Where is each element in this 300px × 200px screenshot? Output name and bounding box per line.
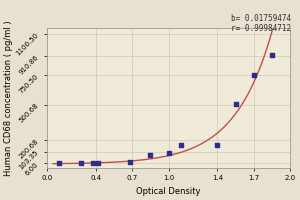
Point bbox=[215, 144, 220, 147]
Point bbox=[166, 152, 171, 155]
Point bbox=[251, 73, 256, 76]
Point bbox=[178, 144, 183, 147]
X-axis label: Optical Density: Optical Density bbox=[136, 187, 201, 196]
Point bbox=[96, 161, 100, 165]
Point bbox=[148, 154, 153, 157]
Point bbox=[57, 162, 62, 165]
Point bbox=[127, 161, 132, 164]
Point bbox=[79, 162, 83, 165]
Point bbox=[91, 162, 96, 165]
Point bbox=[233, 102, 238, 105]
Y-axis label: Human CD68 concentration ( pg/ml ): Human CD68 concentration ( pg/ml ) bbox=[4, 20, 13, 176]
Text: b= 0.01759474
r= 0.99984712: b= 0.01759474 r= 0.99984712 bbox=[231, 14, 291, 33]
Point bbox=[270, 54, 274, 57]
